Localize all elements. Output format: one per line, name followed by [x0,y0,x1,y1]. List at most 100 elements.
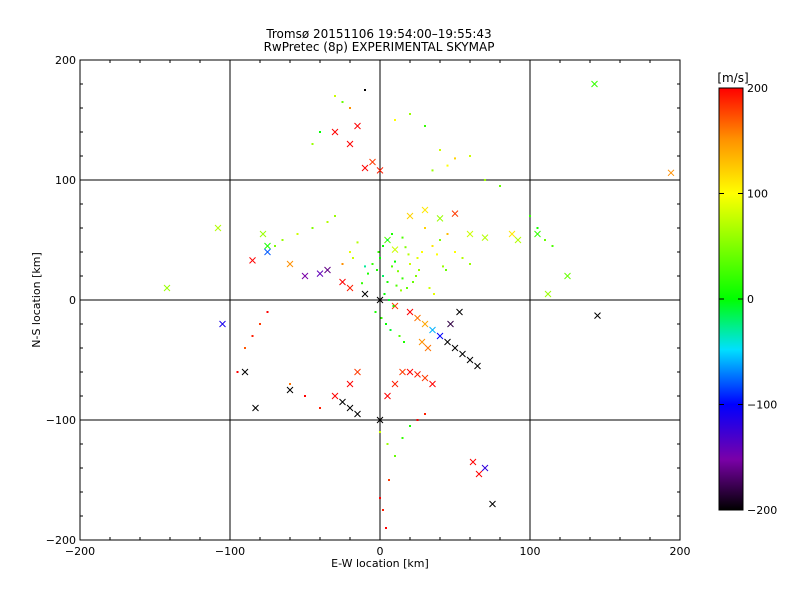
data-point-cross [421,374,429,382]
data-point-cross [508,230,516,238]
data-point-cross [406,212,414,220]
data-point-dot [439,149,441,151]
data-point-cross [474,362,481,370]
colorbar-tick-label: 100 [747,188,768,201]
data-point-dot [386,239,389,241]
data-point-dot [499,185,501,187]
data-point-cross [301,272,309,280]
data-point-cross [544,290,552,298]
data-point-cross [361,164,369,172]
data-point-cross [214,224,222,232]
data-point-cross [418,338,426,346]
data-point-cross [466,356,474,364]
data-point-cross [376,416,384,424]
y-axis-label: N-S location [km] [30,252,43,348]
data-point-dot [349,251,351,253]
colorbar-tick-label: −200 [747,504,777,517]
data-point-dot [236,371,239,373]
data-point-dot [244,347,246,349]
data-point-cross [421,206,429,214]
data-point-cross [249,257,256,264]
data-point-dot [334,215,336,217]
data-point-dot [379,497,381,499]
data-point-cross [564,272,571,280]
data-point-dot [394,119,396,121]
data-point-dot [388,299,390,301]
colorbar-tick-label: 0 [747,293,754,306]
data-point-cross [316,270,324,277]
data-point-dot [341,263,344,265]
y-tick-label: −100 [46,414,76,427]
data-point-dot [311,227,314,229]
data-point-dot [371,263,374,265]
data-point-cross [481,234,489,241]
data-point-dot [382,275,384,277]
x-axis-label: E-W location [km] [331,557,429,570]
data-point-cross [436,215,444,222]
data-point-dot [385,527,387,529]
data-point-cross [391,380,399,388]
data-point-dot [436,253,438,256]
data-point-cross [399,368,406,376]
data-point-cross [406,368,414,376]
y-tick-label: 100 [55,174,76,187]
data-point-dot [401,236,404,239]
data-point-dot [386,443,389,445]
data-point-cross [286,386,294,394]
data-point-dot [409,425,411,427]
data-point-cross [361,290,369,298]
data-point-cross [346,284,354,292]
data-point-dot [349,107,351,109]
data-point-dot [304,395,306,397]
data-point-dot [469,263,471,265]
data-point-cross [429,326,436,334]
data-point-dot [379,257,381,259]
x-tick-label: −200 [65,545,95,558]
data-point-dot [382,245,384,247]
data-point-dot [407,253,410,256]
data-point-dot [431,245,434,247]
data-point-dot [326,221,329,223]
data-point-cross [346,140,354,148]
data-point-dot [386,281,389,283]
chart-title: Tromsø 20151106 19:54:00–19:55:43 [265,27,491,41]
data-point-cross [481,464,489,472]
data-point-cross [354,368,361,376]
data-point-dot [416,419,419,421]
y-tick-label: 0 [69,294,76,307]
data-point-cross [354,122,361,130]
data-point-dot [442,265,444,268]
data-point-dot [376,269,378,271]
data-point-dot [352,257,354,259]
data-point-dot [421,251,423,253]
data-point-dot [259,323,261,325]
data-point-dot [395,284,398,287]
data-point-dot [377,251,380,253]
data-point-dot [406,287,408,289]
data-point-cross [436,332,444,340]
x-axis: −200 −100 0 100 200 [65,60,691,558]
data-point-dot [356,241,359,244]
data-point-cross [459,350,466,358]
data-point-dot [251,335,254,337]
data-point-cross [451,344,459,352]
data-point-dot [529,215,531,217]
data-point-dot [544,239,546,241]
x-tick-label: 200 [670,545,691,558]
data-point-cross [406,308,414,316]
data-point-dot [296,233,299,235]
data-point-cross [391,302,399,310]
data-point-dot [391,265,393,268]
data-point-dot [392,305,395,307]
x-tick-label: −100 [215,545,245,558]
data-point-dot [394,260,396,263]
data-point-dot [454,157,456,160]
data-point-dot [398,335,401,337]
data-point-dot [274,245,276,247]
data-point-dot [461,257,464,259]
data-point-cross [259,230,267,238]
data-point-cross [286,260,294,268]
data-point-cross [456,308,463,316]
data-point-dot [424,227,426,229]
